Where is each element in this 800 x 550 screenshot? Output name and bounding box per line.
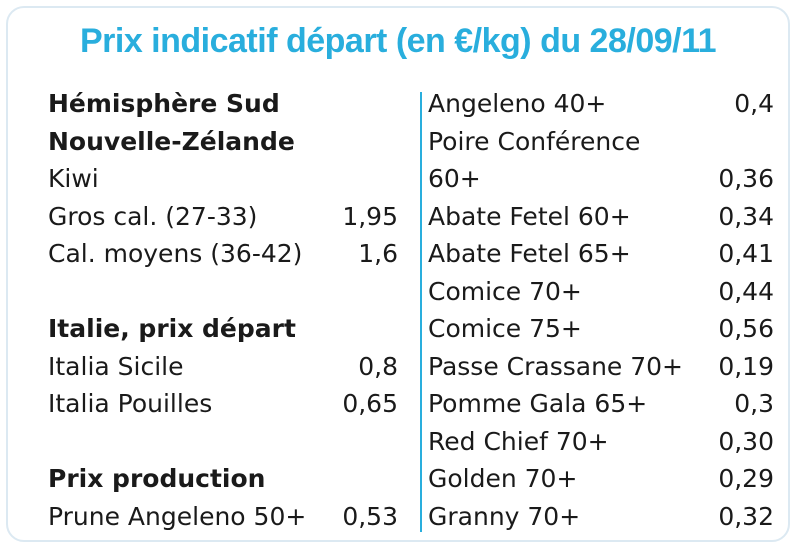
price-row-value: 0,65 (342, 389, 398, 418)
price-row: Red Chief 70+ 0,30 (428, 423, 774, 461)
hemisphere-heading: Hémisphère Sud (48, 85, 398, 123)
price-row: 60+ 0,36 (428, 160, 774, 198)
product-label: Kiwi (48, 164, 99, 193)
card-title: Prix indicatif départ (en €/kg) du 28/09… (79, 22, 717, 60)
price-row-value: 0,29 (718, 464, 774, 493)
price-row: Golden 70+ 0,29 (428, 460, 774, 498)
price-row-label: Abate Fetel 65+ (428, 239, 631, 268)
country-heading: Nouvelle-Zélande (48, 123, 398, 161)
price-row: Gros cal. (27-33) 1,95 (48, 198, 398, 236)
price-row-value: 0,32 (718, 501, 774, 531)
price-row-label: Granny 70+ (428, 501, 581, 531)
price-row-value: 0,56 (718, 314, 774, 343)
price-row-value: 0,19 (718, 351, 774, 381)
hemisphere-heading-label: Hémisphère Sud (48, 89, 280, 118)
price-row-value: 0,34 (718, 201, 774, 231)
price-row-label: Comice 70+ (428, 276, 582, 306)
production-heading: Prix production (48, 460, 398, 498)
price-row-label: Pomme Gala 65+ (428, 389, 648, 418)
spacer (48, 273, 398, 311)
price-row-label: Prune Angeleno 50+ (48, 501, 307, 531)
price-row-label: Red Chief 70+ (428, 426, 609, 456)
price-row: Italia Pouilles 0,65 (48, 385, 398, 423)
left-column: Hémisphère Sud Nouvelle-Zélande Kiwi Gro… (48, 85, 398, 535)
price-row-value: 1,95 (342, 201, 398, 231)
spacer (48, 423, 398, 461)
price-row: Comice 75+ 0,56 (428, 310, 774, 348)
price-row-label: Golden 70+ (428, 464, 578, 493)
price-row: Comice 70+ 0,44 (428, 273, 774, 311)
price-row-value: 0,30 (718, 426, 774, 456)
price-row: Pomme Gala 65+ 0,3 (428, 385, 774, 423)
price-row-label: 60+ (428, 164, 481, 193)
price-row-value: 1,6 (358, 239, 398, 268)
price-row: Italia Sicile 0,8 (48, 348, 398, 386)
price-row: Passe Crassane 70+ 0,19 (428, 348, 774, 386)
price-card: Prix indicatif départ (en €/kg) du 28/09… (6, 6, 790, 542)
price-row-label: Angeleno 40+ (428, 89, 607, 118)
country-heading-label: Nouvelle-Zélande (48, 126, 295, 156)
italy-heading: Italie, prix départ (48, 310, 398, 348)
italy-heading-label: Italie, prix départ (48, 314, 296, 343)
price-row-value: 0,41 (718, 239, 774, 268)
right-column: Angeleno 40+ 0,4 Poire Conférence 60+ 0,36… (428, 85, 774, 535)
price-row-label: Italia Sicile (48, 351, 184, 381)
price-row: Abate Fetel 60+ 0,34 (428, 198, 774, 236)
price-row-label: Gros cal. (27-33) (48, 201, 258, 231)
price-row-label: Abate Fetel 60+ (428, 201, 631, 231)
price-row-value: 0,44 (718, 276, 774, 306)
price-row: Cal. moyens (36-42) 1,6 (48, 235, 398, 273)
product-label-row: Kiwi (48, 160, 398, 198)
price-row-value: 0,3 (734, 389, 774, 418)
price-row: Granny 70+ 0,32 (428, 498, 774, 536)
price-row-label: Cal. moyens (36-42) (48, 239, 303, 268)
price-row: Angeleno 40+ 0,4 (428, 85, 774, 123)
price-row-label: Poire Conférence (428, 126, 641, 156)
price-row-value: 0,53 (342, 501, 398, 531)
price-row-value: 0,4 (734, 89, 774, 118)
price-row-label: Italia Pouilles (48, 389, 213, 418)
price-row-label: Comice 75+ (428, 314, 582, 343)
price-row-value: 0,8 (358, 351, 398, 381)
price-row-value: 0,36 (718, 164, 774, 193)
price-row: Prune Angeleno 50+ 0,53 (48, 498, 398, 536)
price-row: Poire Conférence (428, 123, 774, 161)
price-row-label: Passe Crassane 70+ (428, 351, 684, 381)
price-row: Abate Fetel 65+ 0,41 (428, 235, 774, 273)
column-divider (420, 92, 422, 532)
production-heading-label: Prix production (48, 464, 266, 493)
